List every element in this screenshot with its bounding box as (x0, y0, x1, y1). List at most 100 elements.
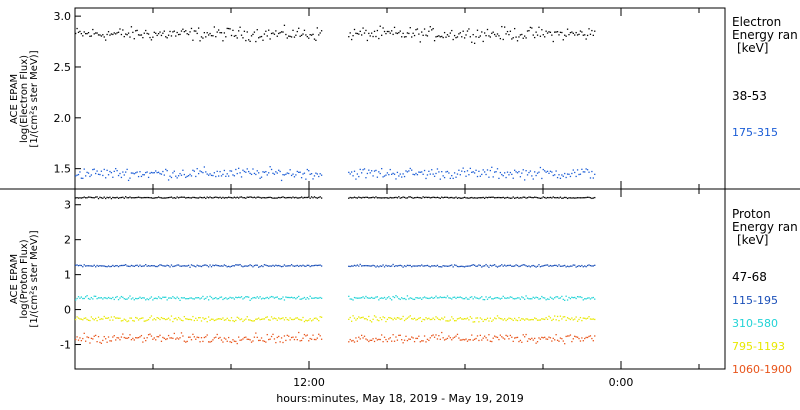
data-point (145, 320, 147, 322)
data-point (498, 338, 500, 341)
data-point (393, 340, 396, 342)
data-point (514, 337, 516, 339)
data-point (482, 196, 484, 199)
data-point (395, 32, 397, 34)
data-point (318, 34, 320, 36)
data-point (412, 298, 414, 300)
data-point (123, 264, 125, 266)
data-point (522, 334, 524, 336)
data-point (243, 197, 246, 199)
data-point (522, 264, 524, 266)
data-point (236, 196, 238, 198)
data-point (233, 265, 236, 267)
data-point (556, 339, 559, 341)
data-point (406, 264, 409, 267)
data-point (365, 196, 367, 198)
data-point (375, 337, 377, 340)
data-point (411, 336, 413, 338)
data-point (382, 27, 384, 29)
data-point (202, 264, 204, 267)
data-point (313, 317, 316, 320)
data-point (222, 317, 224, 319)
data-point (575, 31, 577, 34)
data-point (481, 266, 483, 268)
data-point (379, 25, 381, 27)
data-point (123, 298, 125, 300)
data-point (212, 318, 214, 320)
data-point (469, 197, 471, 199)
data-point (485, 296, 487, 298)
data-point (228, 265, 230, 268)
data-point (365, 295, 367, 298)
data-point (153, 31, 155, 33)
data-point (272, 32, 274, 34)
data-point (187, 175, 190, 177)
data-point (459, 317, 461, 319)
data-point (89, 35, 91, 37)
data-point (568, 265, 570, 268)
data-point (438, 171, 440, 173)
data-point (103, 265, 105, 267)
data-point (554, 174, 556, 176)
data-point (382, 176, 384, 178)
data-point (113, 170, 115, 173)
data-point (519, 197, 522, 199)
data-point (393, 265, 396, 268)
data-point (471, 41, 473, 43)
data-point (196, 32, 198, 35)
data-point (133, 339, 135, 341)
data-point (446, 265, 449, 267)
data-point (436, 317, 439, 319)
data-point (589, 177, 592, 179)
data-point (452, 197, 454, 199)
data-point (150, 171, 153, 174)
data-point (508, 197, 510, 199)
data-point (95, 196, 97, 198)
data-point (401, 36, 403, 38)
data-point (309, 33, 311, 36)
data-point (539, 35, 542, 37)
data-point (207, 197, 210, 199)
data-point (167, 334, 170, 337)
data-point (280, 265, 283, 268)
data-point (432, 297, 434, 300)
data-point (295, 174, 297, 176)
data-point (531, 337, 533, 340)
data-point (466, 298, 469, 300)
data-point (120, 264, 123, 267)
data-point (591, 318, 593, 320)
data-point (516, 319, 519, 322)
data-point (396, 32, 399, 35)
data-point (236, 37, 238, 39)
data-point (313, 338, 316, 341)
data-point (521, 197, 523, 199)
data-point (270, 265, 273, 267)
data-point (176, 337, 178, 339)
data-point (546, 264, 549, 266)
data-point (575, 197, 577, 199)
data-point (315, 297, 317, 299)
data-point (102, 298, 104, 300)
data-point (136, 317, 138, 319)
data-point (242, 197, 244, 199)
data-point (182, 335, 184, 337)
data-point (219, 265, 221, 267)
data-point (85, 197, 87, 199)
data-point (255, 332, 257, 334)
data-point (203, 336, 205, 339)
data-point (266, 35, 268, 37)
data-point (589, 318, 592, 320)
data-point (548, 31, 550, 33)
data-point (252, 340, 254, 342)
data-point (95, 295, 97, 298)
data-point (383, 175, 386, 177)
data-point (77, 197, 80, 199)
data-point (418, 265, 420, 267)
data-point (185, 30, 187, 32)
data-point (302, 316, 304, 319)
data-point (383, 296, 386, 299)
data-point (286, 265, 288, 267)
data-point (566, 265, 569, 267)
data-point (212, 35, 214, 37)
data-point (508, 297, 510, 299)
